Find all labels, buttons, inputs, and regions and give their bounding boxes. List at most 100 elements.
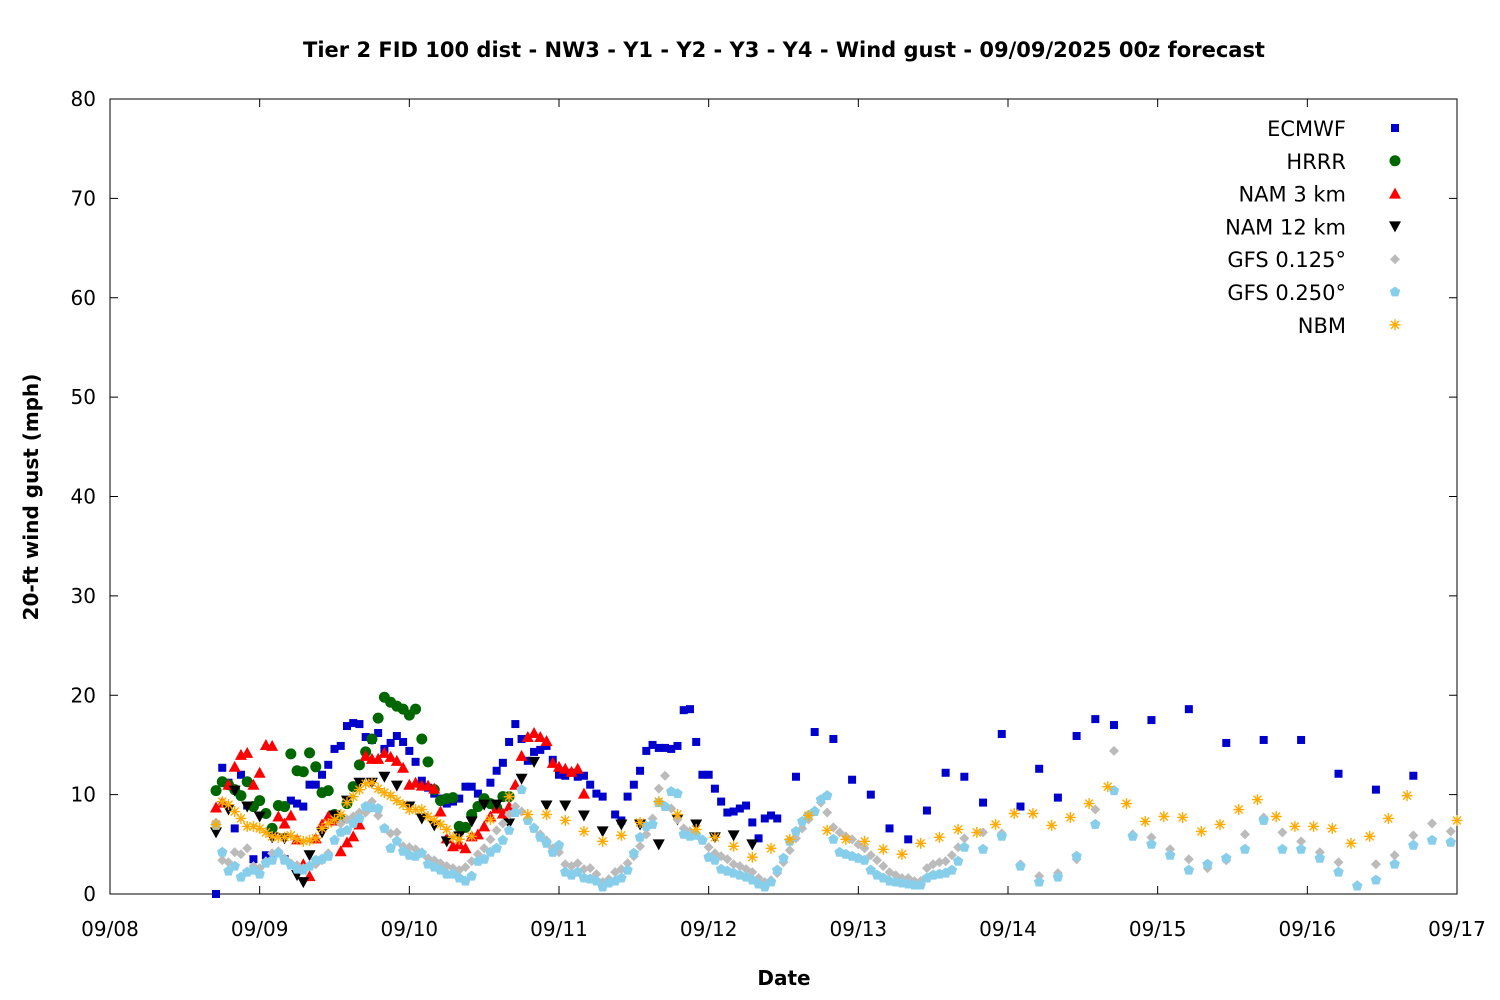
- x-tick-label: 09/17: [1428, 917, 1486, 941]
- data-point-ecmwf: [349, 719, 358, 728]
- data-point-gfs-0-125: [653, 783, 664, 794]
- data-point-nam-3-km: [434, 805, 447, 817]
- data-point-gfs-0-125: [242, 843, 253, 854]
- data-point-gfs-0-125: [859, 843, 870, 854]
- x-tick-label: 09/08: [81, 917, 139, 941]
- data-point-gfs-0-250: [647, 818, 658, 829]
- data-point-nam-3-km: [559, 762, 572, 774]
- data-point-gfs-0-250: [772, 864, 783, 875]
- data-point-gfs-0-125: [485, 834, 496, 845]
- data-point-nbm: [1251, 794, 1263, 806]
- data-point-ecmwf: [511, 720, 520, 729]
- data-point-ecmwf: [742, 801, 751, 810]
- y-tick-label: 20: [71, 683, 96, 707]
- data-point-gfs-0-125: [1445, 826, 1456, 837]
- data-point-nbm: [802, 809, 814, 821]
- data-point-gfs-0-250: [821, 790, 833, 801]
- data-point-gfs-0-250: [1127, 830, 1138, 841]
- data-point-nbm: [322, 817, 334, 829]
- series-gfs-0-250: [210, 784, 1456, 892]
- data-point-gfs-0-125: [1427, 818, 1438, 829]
- data-point-nbm: [877, 843, 889, 855]
- data-point-nbm: [366, 777, 378, 789]
- data-point-nbm: [347, 791, 359, 803]
- data-point-gfs-0-250: [952, 855, 964, 866]
- data-point-nbm: [1214, 818, 1226, 830]
- data-point-gfs-0-125: [1239, 829, 1250, 840]
- legend-marker-nam-3-km: [1389, 187, 1401, 199]
- data-point-ecmwf: [1016, 802, 1025, 811]
- data-point-ecmwf: [361, 732, 370, 741]
- data-point-nbm: [1451, 814, 1463, 826]
- data-point-nbm: [1046, 819, 1058, 831]
- data-point-nam-3-km: [409, 776, 422, 788]
- data-point-nam-3-km: [228, 760, 241, 772]
- y-tick-label: 60: [71, 286, 96, 310]
- data-point-ecmwf: [318, 770, 327, 779]
- data-point-ecmwf: [598, 792, 607, 801]
- data-point-gfs-0-250: [572, 866, 583, 877]
- data-point-gfs-0-125: [635, 841, 646, 852]
- data-point-gfs-0-250: [1202, 858, 1213, 869]
- data-point-ecmwf: [642, 746, 651, 755]
- data-point-nam-3-km: [528, 727, 541, 739]
- data-point-gfs-0-125: [959, 833, 970, 844]
- legend-label-hrrr: HRRR: [1286, 150, 1346, 174]
- data-point-nbm: [397, 799, 409, 811]
- data-point-nbm: [416, 804, 428, 816]
- data-point-nam-3-km: [241, 746, 254, 758]
- data-point-nbm: [709, 831, 721, 843]
- data-point-ecmwf: [710, 784, 719, 793]
- data-point-gfs-0-125: [847, 834, 858, 845]
- data-point-ecmwf: [997, 730, 1006, 739]
- data-point-hrrr: [310, 761, 322, 773]
- data-point-nam-12-km: [297, 877, 310, 889]
- data-point-nam-3-km: [284, 809, 297, 821]
- data-point-gfs-0-125: [335, 818, 346, 829]
- data-point-hrrr: [304, 747, 316, 759]
- data-point-hrrr: [416, 733, 428, 745]
- data-point-nbm: [971, 826, 983, 838]
- data-point-nam-12-km: [652, 839, 665, 851]
- data-point-ecmwf: [1147, 716, 1156, 725]
- data-point-gfs-0-125: [572, 858, 583, 869]
- data-point-ecmwf: [399, 737, 408, 746]
- x-tick-label: 09/09: [231, 917, 289, 941]
- data-point-nam-12-km: [615, 819, 628, 831]
- data-point-nbm: [634, 816, 646, 828]
- data-point-nbm: [484, 813, 496, 825]
- data-point-nbm: [360, 778, 372, 790]
- data-point-nbm: [310, 832, 322, 844]
- data-point-gfs-0-125: [872, 855, 883, 866]
- data-point-ecmwf: [922, 806, 931, 815]
- y-tick-label: 80: [71, 87, 96, 111]
- data-point-gfs-0-250: [915, 879, 926, 890]
- data-point-gfs-0-125: [1183, 854, 1194, 865]
- data-point-hrrr: [210, 785, 222, 797]
- series-nbm: [210, 777, 1463, 863]
- data-point-gfs-0-250: [553, 839, 565, 850]
- data-point-gfs-0-250: [497, 834, 509, 845]
- data-point-nam-3-km: [347, 830, 360, 842]
- data-point-nbm: [1270, 810, 1282, 822]
- data-point-hrrr: [366, 733, 378, 745]
- data-point-nbm: [304, 834, 316, 846]
- data-point-gfs-0-250: [946, 864, 958, 875]
- data-point-gfs-0-250: [329, 834, 340, 845]
- data-point-gfs-0-250: [323, 850, 334, 861]
- data-point-nbm: [335, 809, 347, 820]
- data-point-ecmwf: [1035, 764, 1044, 773]
- data-point-ecmwf: [286, 796, 295, 805]
- data-point-ecmwf: [623, 792, 632, 801]
- data-point-gfs-0-250: [659, 801, 671, 811]
- data-point-nbm: [279, 831, 291, 843]
- data-point-ecmwf: [311, 780, 320, 789]
- data-point-nbm: [291, 833, 303, 845]
- data-point-nbm: [272, 831, 284, 843]
- data-point-nam-3-km: [210, 801, 223, 813]
- data-point-nbm: [435, 818, 447, 830]
- data-point-nbm: [378, 787, 390, 799]
- data-point-hrrr: [447, 792, 459, 804]
- data-point-ecmwf: [629, 780, 638, 789]
- y-tick-label: 30: [71, 584, 96, 608]
